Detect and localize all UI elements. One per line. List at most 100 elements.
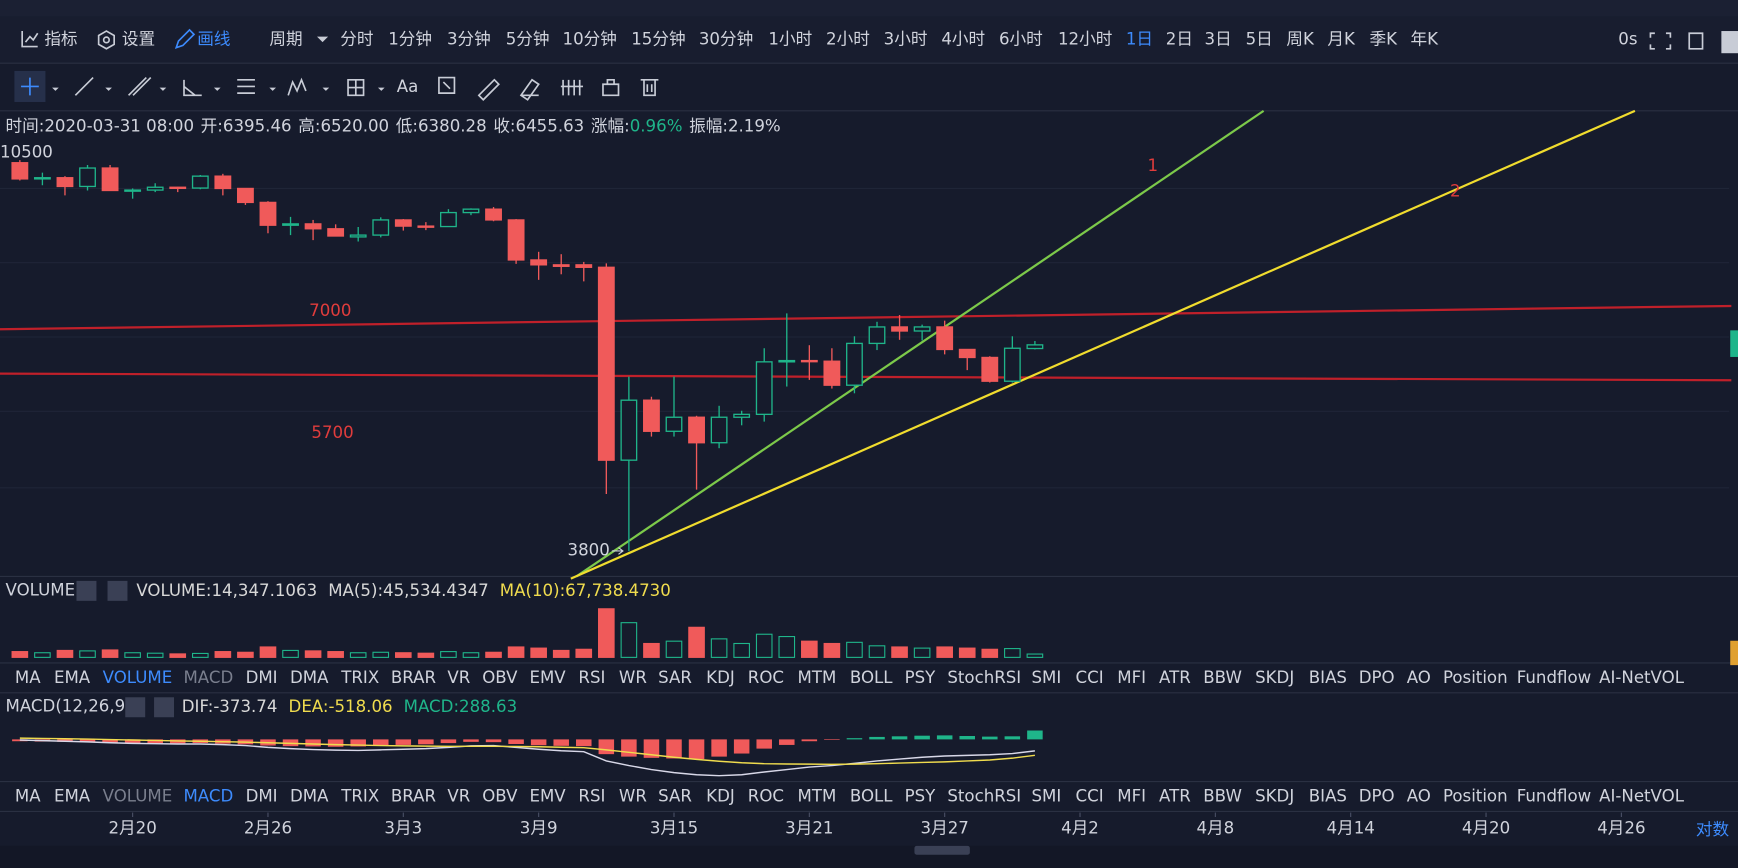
indicator-tab[interactable]: PSY: [905, 787, 937, 806]
period-option[interactable]: 10分钟: [563, 29, 617, 48]
scroll-handle[interactable]: [914, 845, 970, 855]
settings-icon[interactable]: [97, 30, 115, 50]
indicator-tab[interactable]: EMV: [529, 787, 566, 806]
indicator-tab[interactable]: WR: [619, 668, 647, 687]
indicator-tab[interactable]: SMI: [1031, 668, 1061, 687]
indicator-tab[interactable]: VOLUME: [103, 787, 173, 806]
indicator-tab[interactable]: BBW: [1203, 787, 1242, 806]
indicator-tab[interactable]: BOLL: [850, 787, 893, 806]
indicator-tab[interactable]: SKDJ: [1255, 668, 1294, 687]
indicator-tab[interactable]: SKDJ: [1255, 787, 1294, 806]
indicator-tab[interactable]: WR: [619, 787, 647, 806]
indicator-tab[interactable]: StochRSI: [947, 668, 1021, 687]
indicator-tab[interactable]: DMI: [246, 668, 278, 687]
indicator-tab[interactable]: MA: [15, 668, 41, 687]
period-option[interactable]: 3日: [1205, 29, 1232, 48]
cross-tool[interactable]: [21, 77, 39, 96]
indicator-tab[interactable]: AO: [1407, 787, 1431, 806]
period-option[interactable]: 1小时: [768, 29, 812, 48]
indicator-tab[interactable]: AI-NetVOL: [1599, 787, 1685, 806]
indicator-tab[interactable]: BOLL: [850, 668, 893, 687]
lock-tool[interactable]: [602, 78, 620, 97]
period-option[interactable]: 分时: [340, 29, 373, 48]
period-label[interactable]: 周期: [269, 29, 302, 48]
indicator-tab[interactable]: PSY: [905, 668, 937, 687]
toolbar-button[interactable]: 指标: [44, 29, 77, 48]
indicator-tab[interactable]: BIAS: [1309, 668, 1347, 687]
period-option[interactable]: 3小时: [884, 29, 928, 48]
indicator-tab[interactable]: MACD: [183, 668, 233, 687]
indicator-tab[interactable]: Fundflow: [1517, 668, 1591, 687]
toolbar-button[interactable]: 画线: [197, 29, 230, 48]
side-button[interactable]: [1721, 31, 1738, 54]
indicator-tab[interactable]: MACD: [183, 787, 233, 806]
volume-close[interactable]: [107, 580, 128, 601]
period-option[interactable]: 1分钟: [388, 29, 432, 48]
wave-tool[interactable]: [287, 77, 307, 96]
period-option[interactable]: 2日: [1166, 29, 1193, 48]
indicator-tab[interactable]: ROC: [748, 668, 784, 687]
text-tool[interactable]: Aa: [397, 77, 419, 96]
period-option[interactable]: 季K: [1370, 29, 1399, 48]
indicator-tab[interactable]: DMI: [246, 787, 278, 806]
indicator-tab[interactable]: ATR: [1159, 668, 1191, 687]
indicator-tab[interactable]: BRAR: [391, 668, 437, 687]
indicator-tab[interactable]: TRIX: [340, 787, 379, 806]
period-option[interactable]: 6小时: [999, 29, 1043, 48]
period-option[interactable]: 周K: [1286, 29, 1315, 48]
indicator-tab[interactable]: KDJ: [706, 787, 735, 806]
indicator-tab[interactable]: Position: [1443, 787, 1508, 806]
indicator-tab[interactable]: Fundflow: [1517, 787, 1591, 806]
period-option[interactable]: 15分钟: [631, 29, 685, 48]
indicator-tab[interactable]: ATR: [1159, 787, 1191, 806]
fullscreen-icon[interactable]: [1649, 32, 1672, 50]
delete-tool[interactable]: [640, 78, 659, 97]
period-option[interactable]: 2小时: [826, 29, 870, 48]
brush-tool[interactable]: [477, 78, 500, 101]
indicator-tab[interactable]: EMA: [54, 668, 91, 687]
indicator-tab[interactable]: RSI: [578, 787, 605, 806]
fib-tool[interactable]: [237, 78, 255, 94]
magnet-tool[interactable]: [560, 79, 584, 96]
indicator-tab[interactable]: OBV: [482, 787, 518, 806]
period-option[interactable]: 1日: [1126, 29, 1153, 48]
indicator-tab[interactable]: DPO: [1359, 787, 1395, 806]
period-option[interactable]: 5日: [1246, 29, 1273, 48]
macd-close[interactable]: [154, 697, 175, 718]
toolbar-button[interactable]: 设置: [122, 29, 155, 48]
indicator-tab[interactable]: SMI: [1031, 787, 1061, 806]
indicator-tab[interactable]: MTM: [797, 787, 836, 806]
indicator-tab[interactable]: DMA: [290, 787, 329, 806]
indicator-tab[interactable]: MFI: [1117, 668, 1146, 687]
indicator-tab[interactable]: TRIX: [340, 668, 379, 687]
indicator-tab[interactable]: VOLUME: [103, 668, 173, 687]
indicator-tab[interactable]: BRAR: [391, 787, 437, 806]
indicator-tab[interactable]: KDJ: [706, 668, 735, 687]
indicator-tab[interactable]: MA: [15, 787, 41, 806]
indicator-tab[interactable]: DMA: [290, 668, 329, 687]
indicator-tab[interactable]: EMV: [529, 668, 566, 687]
period-option[interactable]: 30分钟: [699, 29, 753, 48]
draw-icon[interactable]: [174, 28, 196, 49]
period-option[interactable]: 5分钟: [506, 29, 550, 48]
indicator-tab[interactable]: StochRSI: [947, 787, 1021, 806]
indicator-tab[interactable]: AI-NetVOL: [1599, 668, 1685, 687]
indicator-tab[interactable]: Position: [1443, 668, 1508, 687]
angle-tool[interactable]: [183, 79, 202, 97]
period-dropdown[interactable]: [317, 36, 329, 43]
period-option[interactable]: 3分钟: [447, 29, 491, 48]
period-option[interactable]: 12小时: [1058, 29, 1112, 48]
indicator-tab[interactable]: SAR: [658, 668, 692, 687]
indicator-tab[interactable]: BIAS: [1309, 787, 1347, 806]
indicator-tab[interactable]: ROC: [748, 787, 784, 806]
indicator-icon[interactable]: [21, 31, 39, 48]
indicator-tab[interactable]: CCI: [1076, 787, 1104, 806]
indicator-tab[interactable]: BBW: [1203, 668, 1242, 687]
volume-settings[interactable]: [76, 580, 97, 601]
indicator-tab[interactable]: MTM: [797, 668, 836, 687]
indicator-tab[interactable]: CCI: [1076, 668, 1104, 687]
indicator-tab[interactable]: AO: [1407, 668, 1431, 687]
indicator-tab[interactable]: MFI: [1117, 787, 1146, 806]
macd-settings[interactable]: [125, 697, 146, 718]
measure-tool[interactable]: [347, 78, 365, 97]
